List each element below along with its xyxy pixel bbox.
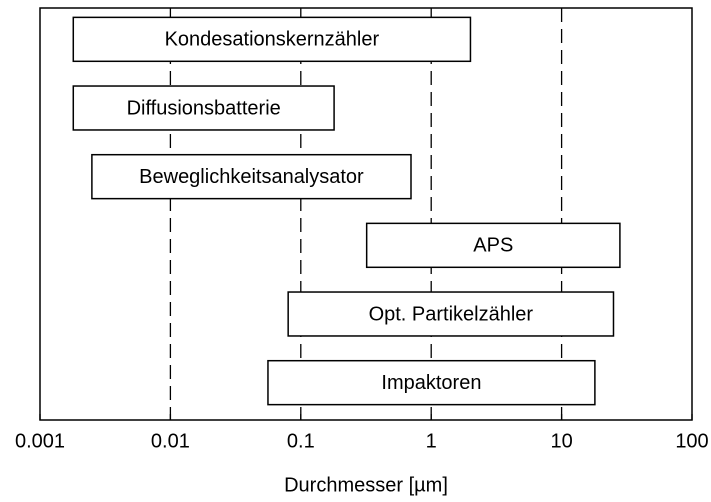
bar <box>72 16 472 63</box>
bar <box>365 222 621 269</box>
bar-label: Kondesationskernzähler <box>165 29 380 51</box>
x-axis-label: Durchmesser [µm] <box>284 474 448 496</box>
bar-label: Opt. Partikelzähler <box>369 303 534 325</box>
x-tick-label: 100 <box>675 430 708 452</box>
bar-label: APS <box>473 235 513 257</box>
x-tick-label: 1 <box>426 430 437 452</box>
bar <box>91 153 412 200</box>
x-tick-label: 0.001 <box>15 430 65 452</box>
bar-label: Beweglichkeitsanalysator <box>139 166 364 188</box>
bar <box>72 85 335 131</box>
bar <box>287 291 615 337</box>
bar-label: Diffusionsbatterie <box>127 97 281 119</box>
bar-label: Impaktoren <box>381 372 481 394</box>
x-tick-label: 0.1 <box>287 430 315 452</box>
x-tick-label: 10 <box>550 430 572 452</box>
bar <box>267 359 596 406</box>
plot-frame <box>39 7 693 421</box>
x-tick-label: 0.01 <box>151 430 190 452</box>
